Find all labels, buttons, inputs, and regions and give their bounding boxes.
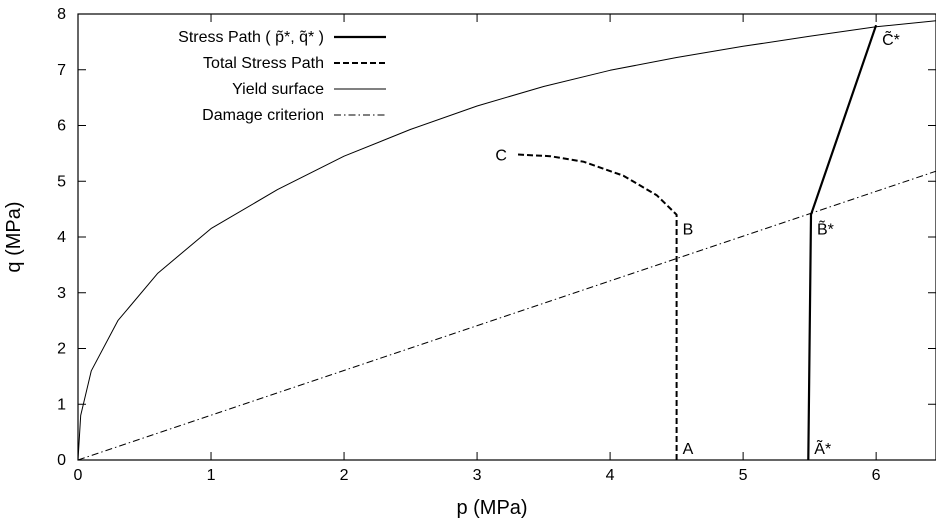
x-axis-label: p (MPa) [456, 497, 527, 519]
y-tick-label: 1 [57, 396, 66, 413]
plot-frame [77, 13, 936, 461]
y-tick-label: 4 [57, 229, 66, 246]
legend-label: Yield surface [232, 81, 324, 98]
x-tick-label: 5 [739, 467, 748, 484]
annotation-layer: A B C Ã* B̃* C̃* [495, 29, 900, 458]
x-tick-label: 4 [606, 467, 615, 484]
y-tick-label: 7 [57, 62, 66, 79]
x-tick-label: 6 [872, 467, 881, 484]
y-tick-label: 0 [57, 452, 66, 469]
legend: Stress Path ( p̃*, q̃* ) Total Stress Pat… [178, 29, 386, 124]
point-label: Ã* [814, 438, 831, 458]
y-tick-label: 2 [57, 341, 66, 358]
x-tick-label: 2 [340, 467, 349, 484]
point-label: C̃* [882, 29, 900, 49]
y-tick-label: 8 [57, 6, 66, 23]
point-label: A [683, 441, 694, 458]
ticks-layer: 0 1 2 3 4 5 6 0 1 2 3 4 5 6 7 8 [57, 6, 936, 484]
point-label: B̃* [817, 219, 834, 239]
series-line-2 [77, 20, 936, 461]
y-axis-label: q (MPa) [3, 201, 25, 272]
legend-label: Total Stress Path [203, 55, 324, 72]
point-label: B [683, 222, 694, 239]
point-label: C [495, 147, 507, 164]
y-tick-label: 6 [57, 118, 66, 135]
series-line-1 [516, 153, 678, 460]
y-tick-label: 3 [57, 285, 66, 302]
series-line-0 [807, 24, 878, 461]
y-tick-label: 5 [57, 173, 66, 190]
series-line-3 [77, 170, 936, 461]
legend-label: Damage criterion [202, 107, 324, 124]
series-layer [77, 20, 936, 461]
legend-label: Stress Path ( p̃*, q̃* ) [178, 29, 324, 46]
x-tick-label: 1 [207, 467, 216, 484]
x-tick-label: 3 [473, 467, 482, 484]
x-tick-label: 0 [74, 467, 83, 484]
